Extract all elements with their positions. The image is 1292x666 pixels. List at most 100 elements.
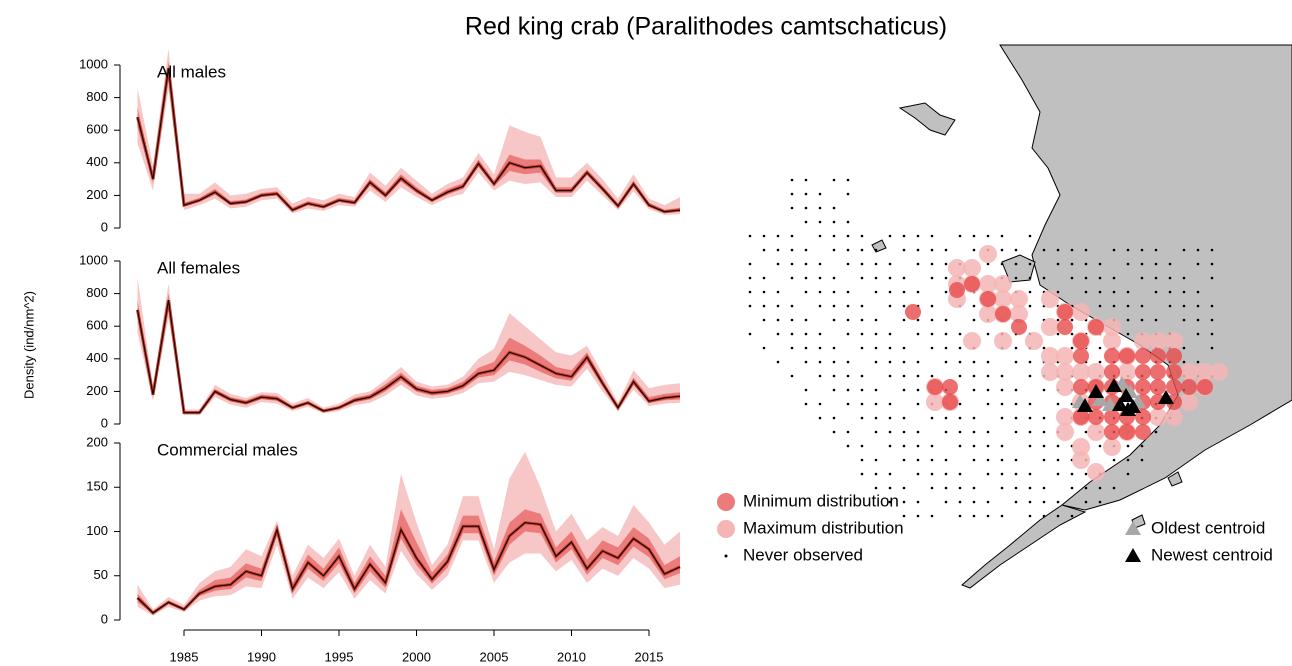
never-observed <box>1028 374 1032 378</box>
never-observed <box>916 458 920 462</box>
never-observed <box>790 248 794 252</box>
never-observed <box>1098 500 1102 504</box>
never-observed <box>1126 472 1130 476</box>
never-observed <box>916 262 920 266</box>
never-observed <box>1028 290 1032 294</box>
x-tick-label: 2015 <box>635 649 664 664</box>
never-observed <box>972 444 976 448</box>
never-observed <box>790 276 794 280</box>
never-observed <box>972 360 976 364</box>
never-observed <box>776 318 780 322</box>
never-observed <box>1154 248 1158 252</box>
never-observed <box>1000 234 1004 238</box>
title: Red king crab (Paralithodes camtschaticu… <box>465 13 947 41</box>
never-observed <box>944 360 948 364</box>
never-observed <box>804 290 808 294</box>
min-distribution <box>1104 348 1120 364</box>
never-observed <box>874 262 878 266</box>
never-observed <box>972 374 976 378</box>
never-observed <box>902 304 906 308</box>
never-observed <box>1028 500 1032 504</box>
never-observed <box>846 332 850 336</box>
never-observed <box>748 332 752 336</box>
never-observed <box>1000 248 1004 252</box>
min-distribution <box>1088 409 1104 425</box>
never-observed <box>916 332 920 336</box>
never-observed <box>874 318 878 322</box>
never-observed <box>762 248 766 252</box>
never-observed <box>818 374 822 378</box>
never-observed <box>1098 486 1102 490</box>
never-observed <box>860 472 864 476</box>
min-distribution <box>1166 348 1182 364</box>
never-observed <box>1168 262 1172 266</box>
never-observed <box>832 318 836 322</box>
never-observed <box>804 360 808 364</box>
never-observed <box>860 444 864 448</box>
never-observed <box>832 416 836 420</box>
never-observed <box>832 346 836 350</box>
never-observed <box>902 430 906 434</box>
y-axis-label: Density (ind/nm^2) <box>21 291 36 399</box>
max-distribution <box>1056 347 1074 365</box>
never-observed <box>860 402 864 406</box>
never-observed <box>1168 276 1172 280</box>
never-observed <box>916 472 920 476</box>
max-distribution <box>1041 318 1059 336</box>
never-observed <box>944 458 948 462</box>
min-distribution <box>927 379 943 395</box>
never-observed <box>748 234 752 238</box>
never-observed <box>1056 500 1060 504</box>
never-observed <box>874 290 878 294</box>
never-observed <box>916 290 920 294</box>
never-observed <box>846 248 850 252</box>
never-observed <box>930 234 934 238</box>
never-observed <box>902 346 906 350</box>
never-observed <box>888 486 892 490</box>
never-observed <box>958 332 962 336</box>
never-observed <box>944 248 948 252</box>
never-observed <box>902 276 906 280</box>
never-observed <box>958 500 962 504</box>
never-observed <box>986 514 990 518</box>
never-observed <box>804 192 808 196</box>
never-observed <box>1000 402 1004 406</box>
never-observed <box>888 290 892 294</box>
never-observed <box>1042 486 1046 490</box>
never-observed <box>986 444 990 448</box>
never-observed <box>1014 402 1018 406</box>
never-observed <box>1126 458 1130 462</box>
min-distribution <box>1104 424 1120 440</box>
never-observed <box>1070 248 1074 252</box>
never-observed <box>902 360 906 364</box>
never-observed <box>1140 318 1144 322</box>
never-observed <box>1056 262 1060 266</box>
never-observed <box>762 304 766 308</box>
never-observed <box>846 192 850 196</box>
line <box>137 300 681 414</box>
x-tick-label: 1985 <box>170 649 199 664</box>
never-observed <box>986 374 990 378</box>
never-observed <box>930 276 934 280</box>
never-observed <box>1084 430 1088 434</box>
never-observed <box>1112 276 1116 280</box>
never-observed <box>1168 290 1172 294</box>
never-observed <box>776 248 780 252</box>
never-observed <box>958 360 962 364</box>
never-observed <box>888 332 892 336</box>
max-distribution <box>1149 408 1167 426</box>
never-observed <box>944 262 948 266</box>
never-observed <box>1000 416 1004 420</box>
min-distribution <box>1073 333 1089 349</box>
never-observed <box>916 514 920 518</box>
never-observed <box>1070 332 1074 336</box>
legend-label: Minimum distribution <box>743 491 899 510</box>
island <box>1167 471 1183 487</box>
never-observed <box>776 234 780 238</box>
never-observed <box>1070 514 1074 518</box>
never-observed <box>916 402 920 406</box>
min-distribution <box>995 306 1011 322</box>
max-distribution <box>948 259 966 277</box>
never-observed <box>860 276 864 280</box>
x-tick-label: 1995 <box>325 649 354 664</box>
